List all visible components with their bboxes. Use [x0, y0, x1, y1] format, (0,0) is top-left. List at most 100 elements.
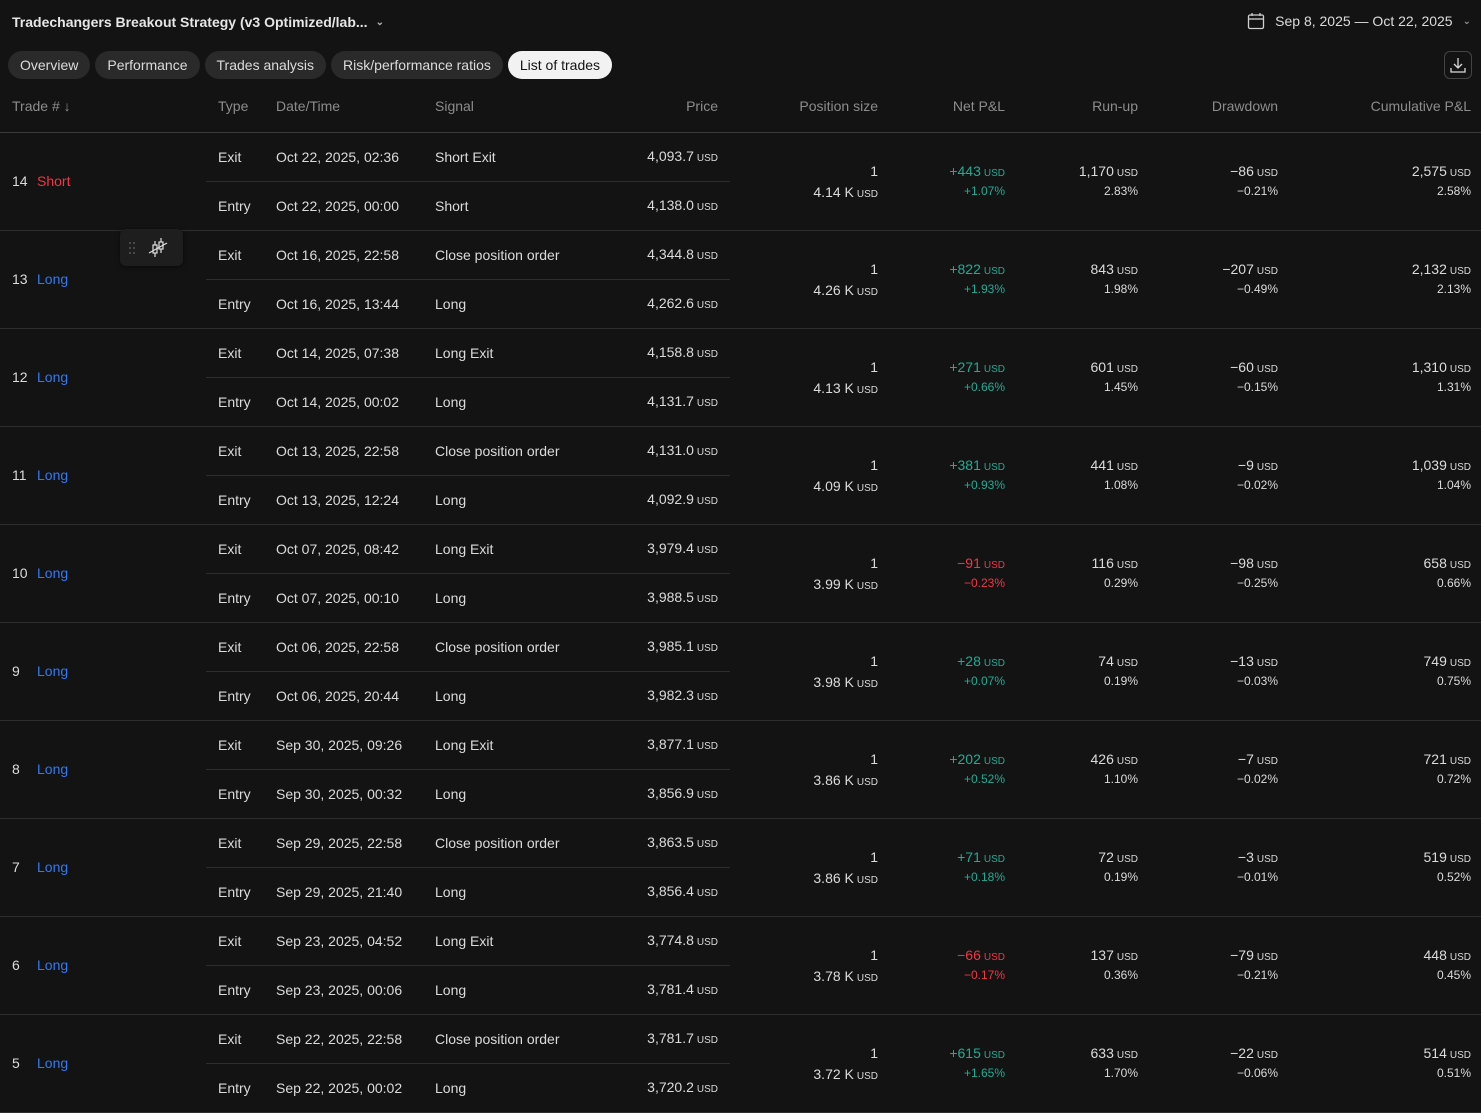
- currency-unit: USD: [1449, 364, 1471, 375]
- row-hover-toolbar[interactable]: [120, 229, 183, 266]
- entry-type-value: Entry: [218, 688, 251, 704]
- exit-signal: Close position order: [435, 247, 560, 263]
- exit-datetime: Oct 06, 2025, 22:58: [276, 639, 399, 655]
- exit-type-value: Exit: [218, 639, 242, 655]
- drawdown-pct-value: −0.25%: [1236, 576, 1278, 590]
- exit-signal-value: Long Exit: [435, 345, 494, 361]
- calendar-icon: [1247, 13, 1265, 30]
- currency-unit: USD: [856, 287, 878, 298]
- cumulative-pnl-pct-value: 0.51%: [1436, 1066, 1471, 1080]
- position-qty-value: 1: [870, 751, 878, 767]
- trade-side-value: Long: [37, 761, 69, 777]
- report-tabs: Overview Performance Trades analysis Ris…: [8, 51, 613, 79]
- entry-datetime-value: Sep 22, 2025, 00:02: [276, 1080, 403, 1096]
- date-range-selector[interactable]: Sep 8, 2025 — Oct 22, 2025 ⌄: [1247, 12, 1471, 30]
- drag-handle-icon[interactable]: [128, 241, 136, 255]
- entry-price-value: 3,720.2: [647, 1079, 694, 1095]
- exit-type-value: Exit: [218, 345, 242, 361]
- runup-value: 116: [1091, 555, 1114, 571]
- exit-datetime-value: Oct 22, 2025, 02:36: [276, 149, 399, 165]
- cumulative-pnl-pct-value: 0.52%: [1436, 870, 1471, 884]
- tab-list-of-trades[interactable]: List of trades: [507, 51, 613, 79]
- currency-unit: USD: [1116, 952, 1138, 963]
- entry-signal-value: Long: [435, 296, 467, 312]
- drawdown: −79 USD: [1230, 947, 1278, 963]
- entry-price: 4,131.7 USD: [647, 393, 718, 409]
- currency-unit: USD: [1449, 658, 1471, 669]
- entry-datetime-value: Sep 29, 2025, 21:40: [276, 884, 403, 900]
- entry-signal: Long: [435, 982, 466, 998]
- exit-type: Exit: [218, 737, 241, 753]
- download-button[interactable]: [1444, 51, 1472, 79]
- exit-datetime: Sep 22, 2025, 22:58: [276, 1031, 402, 1047]
- currency-unit: USD: [1449, 168, 1471, 179]
- exit-price-value: 3,985.1: [647, 638, 694, 654]
- entry-type: Entry: [218, 394, 251, 410]
- entry-signal: Long: [435, 688, 466, 704]
- currency-unit: USD: [1116, 658, 1138, 669]
- currency-unit: USD: [696, 300, 718, 311]
- trade-row[interactable]: 10 Long Exit Oct 07, 2025, 08:42 Long Exit 3,…: [0, 525, 1481, 623]
- tab-risk-performance-ratios[interactable]: Risk/performance ratios: [331, 51, 503, 79]
- column-header-trade[interactable]: Trade # ↓: [12, 98, 71, 114]
- position-qty: 1: [870, 359, 878, 375]
- entry-price: 4,262.6 USD: [647, 295, 718, 311]
- exit-datetime: Oct 13, 2025, 22:58: [276, 443, 399, 459]
- entry-datetime: Sep 30, 2025, 00:32: [276, 786, 402, 802]
- trade-side: Long: [37, 663, 68, 679]
- position-value-value: 4.14 K: [813, 184, 854, 200]
- sub-row-divider: [206, 965, 730, 966]
- currency-unit: USD: [1116, 1050, 1138, 1061]
- trade-row[interactable]: 14 Short Exit Oct 22, 2025, 02:36 Short Exit…: [0, 133, 1481, 231]
- tab-trades-analysis[interactable]: Trades analysis: [204, 51, 327, 79]
- cumulative-pnl-value: 2,132: [1411, 261, 1447, 277]
- entry-datetime: Oct 13, 2025, 12:24: [276, 492, 399, 508]
- show-on-chart-icon[interactable]: [146, 236, 170, 260]
- runup-pct-value: 1.10%: [1103, 772, 1138, 786]
- trade-side: Long: [37, 957, 68, 973]
- entry-signal-value: Long: [435, 884, 467, 900]
- position-value: 4.26 K USD: [813, 282, 878, 298]
- position-qty-value: 1: [870, 359, 878, 375]
- exit-datetime-value: Oct 16, 2025, 22:58: [276, 247, 399, 263]
- currency-unit: USD: [1256, 364, 1278, 375]
- currency-unit: USD: [696, 447, 718, 458]
- column-header-datetime: Date/Time: [276, 98, 341, 114]
- trade-row[interactable]: 8 Long Exit Sep 30, 2025, 09:26 Long Exit 3,8…: [0, 721, 1481, 819]
- exit-signal: Long Exit: [435, 737, 493, 753]
- entry-type: Entry: [218, 884, 251, 900]
- entry-signal-value: Long: [435, 688, 467, 704]
- net-pnl-value: +443: [949, 163, 981, 179]
- cumulative-pnl-pct-value: 0.45%: [1436, 968, 1471, 982]
- runup-pct-value: 1.08%: [1103, 478, 1138, 492]
- trade-row[interactable]: 5 Long Exit Sep 22, 2025, 22:58 Close positi…: [0, 1015, 1481, 1113]
- entry-type-value: Entry: [218, 198, 251, 214]
- trade-row[interactable]: 7 Long Exit Sep 29, 2025, 22:58 Close positi…: [0, 819, 1481, 917]
- exit-type-value: Exit: [218, 737, 242, 753]
- entry-signal: Short: [435, 198, 468, 214]
- currency-unit: USD: [1256, 266, 1278, 277]
- tab-performance[interactable]: Performance: [95, 51, 200, 79]
- trade-row[interactable]: 11 Long Exit Oct 13, 2025, 22:58 Close posit…: [0, 427, 1481, 525]
- entry-type-value: Entry: [218, 394, 251, 410]
- exit-signal-value: Close position order: [435, 247, 560, 263]
- runup: 441 USD: [1091, 457, 1138, 473]
- strategy-selector[interactable]: Tradechangers Breakout Strategy (v3 Opti…: [12, 14, 384, 30]
- drawdown-pct-value: −0.49%: [1236, 282, 1278, 296]
- entry-price: 4,092.9 USD: [647, 491, 718, 507]
- currency-unit: USD: [696, 594, 718, 605]
- sub-row-divider: [206, 671, 730, 672]
- drawdown-pct-value: −0.06%: [1236, 1066, 1278, 1080]
- drawdown-value: −98: [1230, 555, 1254, 571]
- currency-unit: USD: [696, 545, 718, 556]
- net-pnl-pct: +0.66%: [964, 380, 1005, 394]
- trade-side: Long: [37, 369, 68, 385]
- tab-overview[interactable]: Overview: [8, 51, 91, 79]
- column-header-cumulative-pnl: Cumulative P&L: [1370, 98, 1471, 114]
- trade-side-value: Long: [37, 663, 69, 679]
- trade-row[interactable]: 13 Long Exit Oct 16, 2025, 22:58 Close posit…: [0, 231, 1481, 329]
- trade-row[interactable]: 6 Long Exit Sep 23, 2025, 04:52 Long Exit 3,7…: [0, 917, 1481, 1015]
- trade-row[interactable]: 9 Long Exit Oct 06, 2025, 22:58 Close positi…: [0, 623, 1481, 721]
- trade-row[interactable]: 12 Long Exit Oct 14, 2025, 07:38 Long Exit 4,…: [0, 329, 1481, 427]
- trade-number: 14: [12, 173, 28, 189]
